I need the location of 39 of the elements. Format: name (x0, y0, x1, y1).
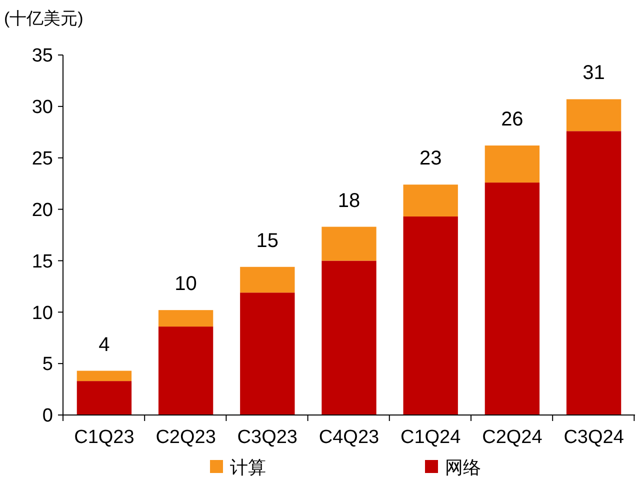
bar (76, 381, 132, 415)
y-axis-title: (十亿美元) (4, 9, 84, 28)
total-label: 18 (338, 190, 360, 212)
total-label: 4 (98, 334, 110, 356)
x-tick-label: C3Q23 (237, 427, 298, 448)
y-tick-label: 5 (42, 354, 53, 376)
legend-label: 网络 (445, 457, 481, 478)
bar (76, 370, 132, 382)
y-tick-label: 20 (32, 200, 53, 221)
x-tick-label: C3Q24 (564, 427, 624, 448)
y-tick-label: 15 (32, 251, 53, 272)
y-tick-label: 35 (32, 46, 53, 67)
x-tick-label: C2Q24 (482, 427, 543, 448)
y-tick-label: 30 (32, 97, 53, 118)
legend-label: 计算 (230, 457, 266, 478)
bar (322, 260, 376, 415)
x-tick-label: C4Q23 (318, 427, 380, 448)
total-label: 23 (419, 148, 442, 170)
bar (566, 131, 622, 415)
bar (403, 184, 458, 216)
bar (158, 326, 214, 415)
y-tick-label: 0 (42, 406, 53, 427)
x-tick-label: C1Q24 (400, 427, 462, 448)
total-label: 15 (256, 230, 279, 252)
bar (158, 310, 214, 327)
total-label: 31 (582, 62, 605, 84)
y-tick-label: 25 (32, 148, 53, 170)
bar (240, 266, 295, 293)
x-tick-label: C2Q23 (156, 427, 216, 448)
bar (322, 226, 376, 261)
bar (566, 99, 622, 132)
bar (240, 292, 295, 415)
x-tick-label: C1Q23 (74, 427, 134, 448)
y-tick-label: 10 (32, 302, 53, 324)
bar (403, 216, 458, 415)
bar (484, 182, 540, 415)
bar (484, 146, 540, 183)
total-label: 26 (501, 108, 524, 131)
total-label: 10 (174, 273, 197, 296)
